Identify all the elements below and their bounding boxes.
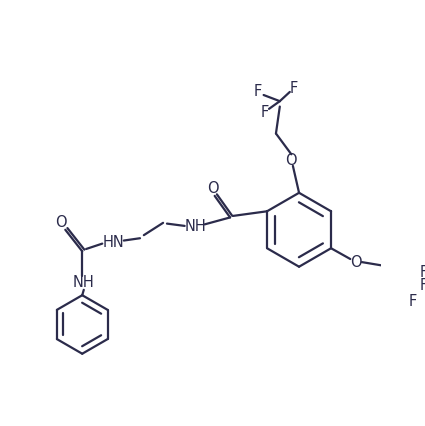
Text: HN: HN: [102, 235, 124, 250]
Text: F: F: [254, 84, 262, 99]
Text: O: O: [350, 255, 362, 270]
Text: O: O: [207, 181, 219, 196]
Text: F: F: [408, 294, 417, 309]
Text: F: F: [419, 279, 425, 294]
Text: F: F: [289, 81, 298, 96]
Text: NH: NH: [184, 219, 206, 234]
Text: F: F: [419, 265, 425, 279]
Text: NH: NH: [73, 275, 95, 290]
Text: F: F: [260, 105, 269, 120]
Text: O: O: [55, 215, 66, 230]
Text: O: O: [286, 153, 297, 168]
